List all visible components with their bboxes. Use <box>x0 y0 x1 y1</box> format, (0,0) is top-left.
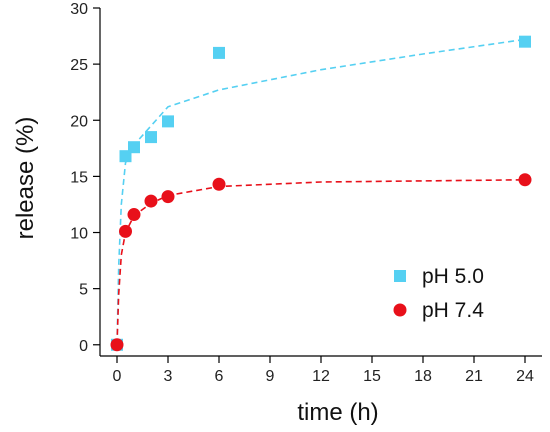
legend-marker-square <box>394 270 406 282</box>
y-tick-label: 30 <box>70 1 88 18</box>
axes: 0 5 10 15 20 25 30 0 3 6 9 12 15 18 21 24 <box>70 1 542 385</box>
data-markers <box>110 35 532 352</box>
y-axis-title: release (%) <box>12 117 39 240</box>
x-tick-label: 24 <box>516 368 534 385</box>
y-tick-label: 5 <box>79 282 88 299</box>
data-point-ph74 <box>212 177 226 191</box>
x-tick-label: 18 <box>414 368 432 385</box>
x-axis-title: time (h) <box>297 399 378 426</box>
x-tick-label: 15 <box>363 368 381 385</box>
x-tick-label: 3 <box>164 368 173 385</box>
data-point-ph50 <box>145 131 157 144</box>
x-tick-label: 21 <box>465 368 483 385</box>
legend-label: pH 5.0 <box>422 265 484 288</box>
data-point-ph74 <box>161 190 175 204</box>
legend-label: pH 7.4 <box>422 299 484 322</box>
x-tick-label: 6 <box>215 368 224 385</box>
data-point-ph74 <box>127 208 141 222</box>
data-point-ph50 <box>128 141 140 154</box>
data-point-ph74 <box>119 224 132 238</box>
data-point-ph74 <box>110 338 124 352</box>
y-tick-label: 0 <box>79 338 88 355</box>
y-tick-label: 10 <box>70 226 88 243</box>
legend: pH 5.0 pH 7.4 <box>393 265 484 322</box>
fit-curve-ph50 <box>116 38 526 345</box>
y-tick-label: 25 <box>70 57 88 74</box>
data-point-ph74 <box>144 194 158 208</box>
data-point-ph50 <box>213 46 225 59</box>
y-tick-label: 15 <box>70 169 88 186</box>
data-point-ph50 <box>162 115 174 128</box>
y-tick-label: 20 <box>70 113 88 130</box>
x-tick-label: 0 <box>113 368 122 385</box>
legend-marker-circle <box>393 303 407 317</box>
data-point-ph74 <box>518 173 532 187</box>
data-point-ph50 <box>519 35 531 48</box>
x-tick-label: 12 <box>312 368 330 385</box>
x-tick-label: 9 <box>266 368 275 385</box>
